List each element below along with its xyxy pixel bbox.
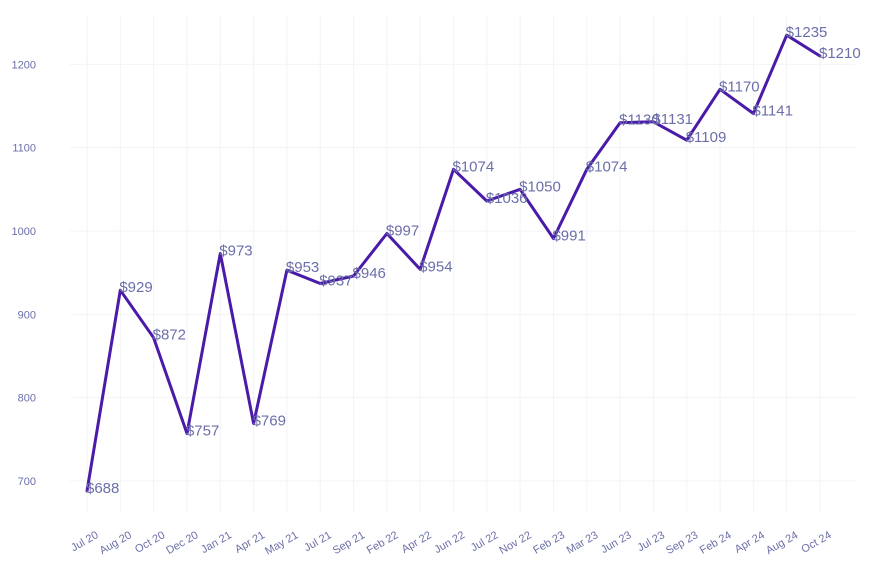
grid (70, 15, 855, 512)
data-label: $997 (386, 223, 419, 240)
data-label: $946 (353, 265, 386, 282)
x-tick-label: Apr 22 (400, 529, 434, 556)
x-tick-label: Jul 23 (635, 529, 666, 554)
x-tick-label: Feb 24 (698, 529, 734, 557)
data-label: $1130 (619, 112, 660, 129)
data-label: $769 (253, 413, 286, 430)
data-label: $991 (552, 228, 585, 245)
x-tick-label: Sep 21 (331, 529, 367, 557)
x-tick-label: Aug 20 (98, 529, 134, 557)
data-label: $1170 (719, 78, 760, 95)
data-label: $953 (286, 259, 319, 276)
x-tick-label: Mar 23 (565, 529, 601, 557)
x-tick-label: Oct 24 (799, 529, 833, 556)
x-tick-label: Sep 23 (664, 529, 700, 557)
data-label: $929 (119, 279, 152, 296)
y-tick-label: 700 (18, 476, 36, 488)
y-tick-label: 900 (18, 309, 36, 321)
series-line (85, 33, 822, 493)
x-tick-label: Jun 22 (432, 529, 467, 556)
x-tick-label: Jul 22 (469, 529, 500, 554)
x-tick-label: Jul 20 (69, 529, 100, 554)
data-label: $1210 (819, 45, 861, 62)
data-label: $688 (86, 480, 119, 497)
data-label: $973 (219, 243, 252, 260)
x-tick-label: Nov 22 (497, 529, 533, 557)
data-label: $1141 (752, 103, 793, 120)
data-label: $1036 (486, 190, 528, 207)
x-tick-label: May 21 (263, 529, 300, 557)
x-tick-label: Aug 24 (764, 529, 800, 557)
data-label: $1235 (786, 24, 828, 41)
data-label: $1050 (519, 178, 561, 195)
data-label: $954 (419, 258, 452, 275)
x-tick-label: Jul 21 (302, 529, 333, 554)
x-tick-label: Oct 20 (133, 529, 167, 556)
y-tick-label: 1200 (12, 59, 36, 71)
y-tick-label: 1100 (12, 143, 36, 155)
x-tick-label: Apr 24 (733, 529, 767, 556)
data-labels: $688 $929 $872 $757 $973 $769 $953$937 $946 $997… (86, 24, 861, 497)
x-tick-label: Feb 23 (531, 529, 567, 557)
x-tick-label: Jan 21 (199, 529, 234, 556)
x-tick-label: Feb 22 (365, 529, 401, 557)
data-label: $1074 (586, 158, 628, 175)
y-tick-label: 1000 (12, 226, 36, 238)
data-label: $872 (153, 327, 186, 344)
data-label: $937 (319, 273, 352, 290)
series-lines (85, 33, 822, 493)
x-tick-label: Jun 23 (599, 529, 634, 556)
y-axis-ticks: 700 800 900 1000 1100 1200 (12, 59, 36, 488)
x-tick-label: Dec 20 (164, 529, 200, 557)
y-tick-label: 800 (18, 393, 36, 405)
data-label: $757 (186, 423, 219, 440)
data-label: $1109 (686, 129, 727, 146)
data-label: $1074 (453, 158, 495, 175)
data-label: $1131 (652, 111, 693, 128)
x-tick-label: Apr 21 (233, 529, 267, 556)
